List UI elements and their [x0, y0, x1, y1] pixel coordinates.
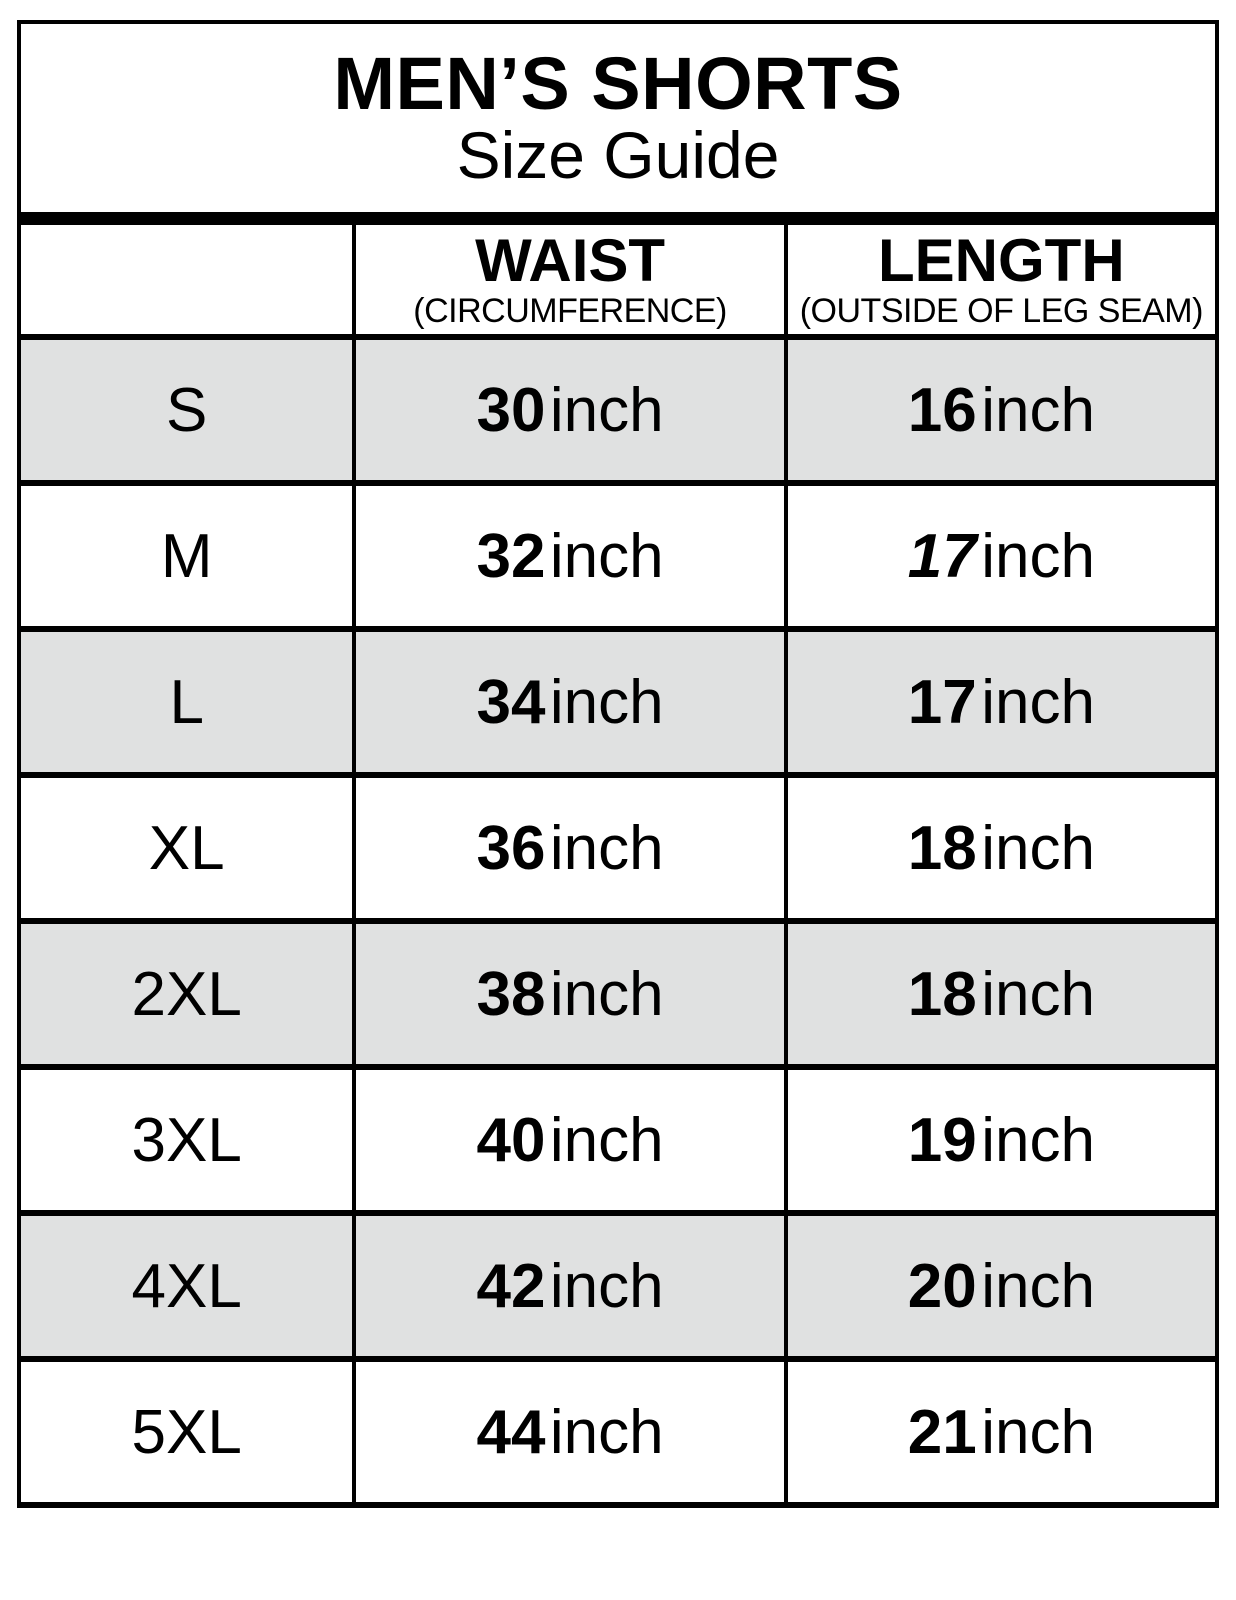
- length-value-cell: 18 inch: [783, 918, 1220, 1070]
- length-column-label: LENGTH: [878, 227, 1125, 294]
- table-row: 2XL 38 inch 18 inch: [16, 918, 1220, 1070]
- size-label: L: [16, 626, 357, 778]
- table-row: XL 36 inch 18 inch: [16, 772, 1220, 924]
- size-label: XL: [16, 772, 357, 924]
- header-size-cell: [16, 225, 357, 340]
- length-number: 17: [907, 667, 977, 737]
- waist-value-cell: 42 inch: [352, 1210, 788, 1362]
- waist-column-label: WAIST: [475, 227, 666, 294]
- length-number: 16: [907, 375, 977, 445]
- length-unit: inch: [981, 1251, 1095, 1321]
- table-row: 4XL 42 inch 20 inch: [16, 1210, 1220, 1362]
- size-label: 5XL: [16, 1356, 357, 1508]
- table-row: L 34 inch 17 inch: [16, 626, 1220, 778]
- length-number: 17: [907, 521, 977, 591]
- size-label: 2XL: [16, 918, 357, 1070]
- waist-unit: inch: [549, 375, 664, 445]
- size-label: 3XL: [16, 1064, 357, 1216]
- title-divider-bar: [17, 212, 1219, 225]
- length-value-cell: 21 inch: [783, 1356, 1220, 1508]
- waist-unit: inch: [549, 521, 664, 591]
- waist-number: 44: [476, 1397, 546, 1467]
- waist-number: 34: [476, 667, 546, 737]
- waist-unit: inch: [549, 959, 664, 1029]
- length-value-cell: 19 inch: [783, 1064, 1220, 1216]
- waist-value-cell: 36 inch: [352, 772, 788, 924]
- waist-number: 30: [476, 375, 546, 445]
- length-unit: inch: [981, 813, 1095, 883]
- waist-column-sublabel: (CIRCUMFERENCE): [413, 292, 727, 330]
- waist-unit: inch: [549, 813, 664, 883]
- title-box: MEN’S SHORTS Size Guide: [17, 20, 1219, 212]
- table-row: 3XL 40 inch 19 inch: [16, 1064, 1220, 1216]
- waist-number: 42: [476, 1251, 546, 1321]
- waist-number: 36: [476, 813, 546, 883]
- length-value-cell: 20 inch: [783, 1210, 1220, 1362]
- waist-number: 40: [476, 1105, 546, 1175]
- waist-value-cell: 44 inch: [352, 1356, 788, 1508]
- length-value-cell: 16 inch: [783, 334, 1220, 486]
- waist-unit: inch: [549, 1105, 664, 1175]
- waist-unit: inch: [549, 1251, 664, 1321]
- length-unit: inch: [981, 959, 1095, 1029]
- waist-value-cell: 32 inch: [352, 480, 788, 632]
- waist-number: 38: [476, 959, 546, 1029]
- length-number: 19: [907, 1105, 977, 1175]
- header-length-cell: LENGTH (OUTSIDE OF LEG SEAM): [783, 225, 1220, 340]
- length-number: 18: [907, 959, 977, 1029]
- length-unit: inch: [981, 667, 1095, 737]
- waist-value-cell: 40 inch: [352, 1064, 788, 1216]
- size-label: S: [16, 334, 357, 486]
- length-number: 18: [907, 813, 977, 883]
- waist-unit: inch: [549, 667, 664, 737]
- table-row: 5XL 44 inch 21 inch: [16, 1356, 1220, 1508]
- size-label: M: [16, 480, 357, 632]
- table-row: M 32 inch 17 inch: [16, 480, 1220, 632]
- table-row: S 30 inch 16 inch: [16, 334, 1220, 486]
- waist-unit: inch: [549, 1397, 664, 1467]
- page-subtitle: Size Guide: [456, 118, 780, 193]
- length-unit: inch: [981, 521, 1095, 591]
- waist-number: 32: [476, 521, 546, 591]
- size-label: 4XL: [16, 1210, 357, 1362]
- waist-value-cell: 38 inch: [352, 918, 788, 1070]
- length-value-cell: 18 inch: [783, 772, 1220, 924]
- size-table: WAIST (CIRCUMFERENCE) LENGTH (OUTSIDE OF…: [16, 225, 1220, 1508]
- waist-value-cell: 34 inch: [352, 626, 788, 778]
- length-number: 20: [907, 1251, 977, 1321]
- length-number: 21: [907, 1397, 977, 1467]
- page-title: MEN’S SHORTS: [333, 41, 903, 125]
- size-guide-sheet: MEN’S SHORTS Size Guide WAIST (CIRCUMFER…: [16, 20, 1220, 1508]
- length-unit: inch: [981, 1397, 1095, 1467]
- length-unit: inch: [981, 375, 1095, 445]
- header-waist-cell: WAIST (CIRCUMFERENCE): [352, 225, 788, 340]
- length-value-cell: 17 inch: [783, 480, 1220, 632]
- header-row: WAIST (CIRCUMFERENCE) LENGTH (OUTSIDE OF…: [16, 225, 1220, 340]
- length-column-sublabel: (OUTSIDE OF LEG SEAM): [799, 292, 1204, 330]
- length-value-cell: 17 inch: [783, 626, 1220, 778]
- length-unit: inch: [981, 1105, 1095, 1175]
- waist-value-cell: 30 inch: [352, 334, 788, 486]
